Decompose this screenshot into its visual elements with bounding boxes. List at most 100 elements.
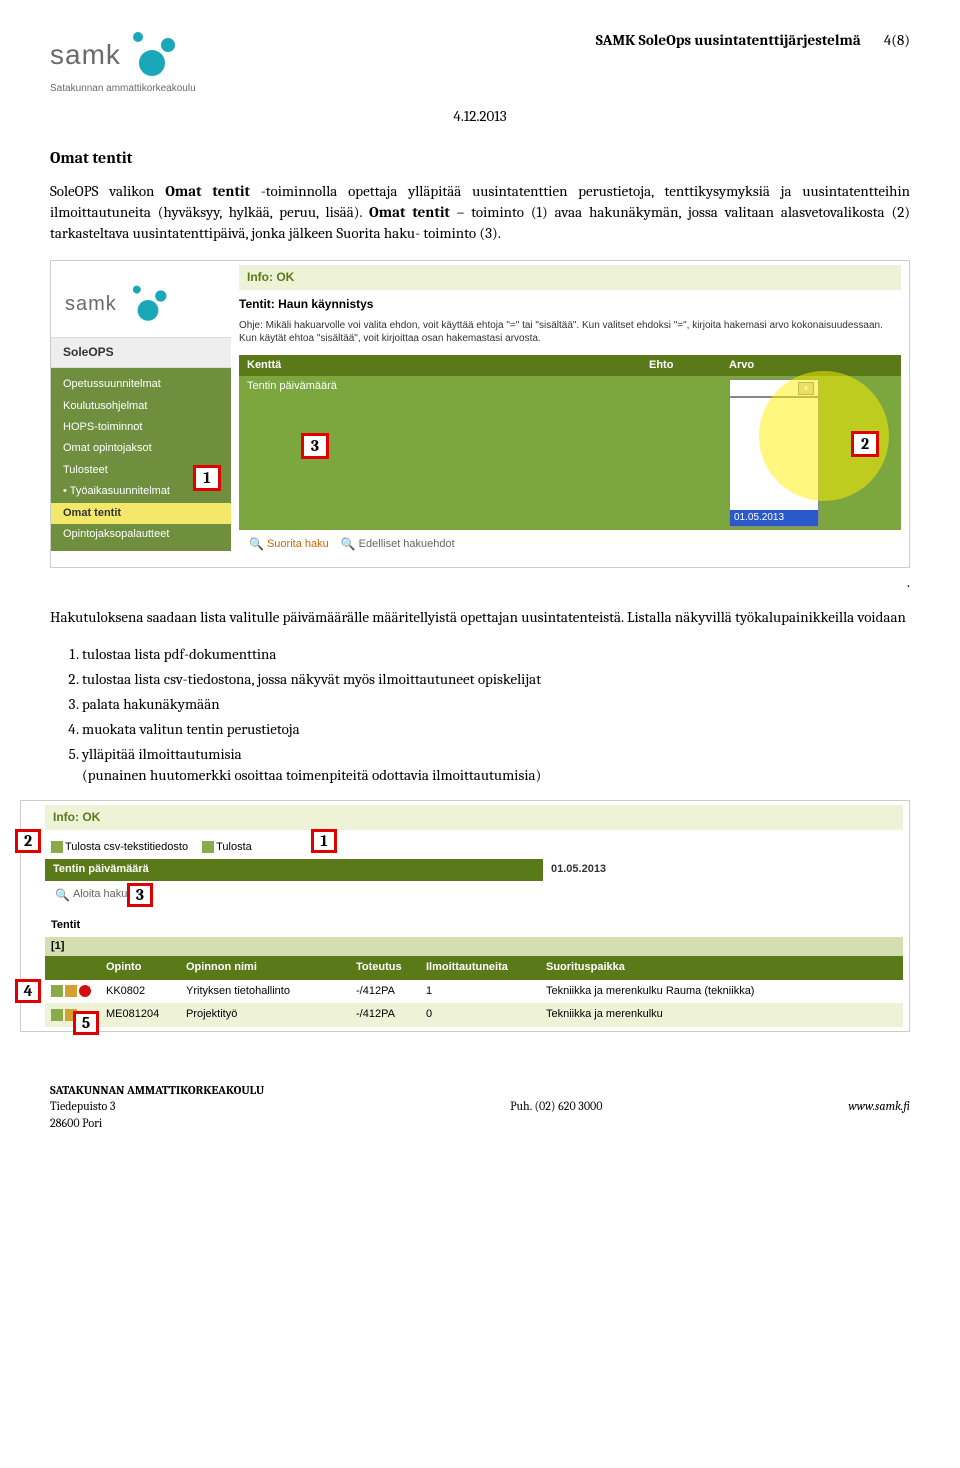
ohje-text: Ohje: Mikäli hakuarvolle voi valita ehdo… — [239, 319, 901, 345]
col-arvo: Arvo — [721, 355, 901, 376]
screenshot-results-view: Info: OK Tulosta csv-tekstitiedosto Tulo… — [20, 800, 910, 1031]
col-kentta: Kenttä — [239, 355, 641, 376]
footer-phone: Puh. (02) 620 3000 — [510, 1098, 602, 1115]
row-tentin-pv: Tentin päivämäärä 01.05.2013 ▼ 20.04.201… — [239, 376, 901, 530]
nav-hops[interactable]: HOPS-toiminnot — [51, 417, 231, 438]
date-option[interactable]: 01.11.2012 — [730, 494, 818, 510]
nav-omat-tentit[interactable]: Omat tentit — [51, 503, 231, 524]
date-option-list[interactable]: 20.04.2012 26.04.2012 08.05.2012 09.05.2… — [729, 397, 819, 527]
date-option-selected[interactable]: 01.05.2013 — [730, 510, 818, 526]
cell-ilm: 0 — [420, 1003, 540, 1026]
cell-suor: Tekniikka ja merenkulku Rauma (tekniikka… — [540, 980, 903, 1003]
nav-opintojaksopalautteet[interactable]: Opintojaksopalautteet — [51, 524, 231, 545]
nav-omat-opintojaksot[interactable]: Omat opintojaksot — [51, 438, 231, 459]
footer-addr2: 28600 Pori — [50, 1115, 264, 1132]
print-link[interactable]: Tulosta — [202, 840, 252, 855]
date-option[interactable]: 08.05.2012 — [730, 430, 818, 446]
edelliset-hakuehdot-link[interactable]: 🔍Edelliset hakuehdot — [341, 536, 455, 553]
list-item: tulostaa lista csv-tiedostona, jossa näk… — [82, 669, 910, 690]
ss1-nav: Opetussuunnitelmat Koulutusohjelmat HOPS… — [51, 368, 231, 551]
aloita-haku-row: 🔍Aloita haku — [45, 881, 903, 910]
screenshot-search-view: samk SoleOPS Opetussuunnitelmat Koulutus… — [50, 260, 910, 568]
callout-5: 5 — [73, 1011, 99, 1035]
logo-block: samk Satakunnan ammattikorkeakoulu — [50, 30, 196, 96]
cell-opinto: ME081204 — [100, 1003, 180, 1026]
col-opinto: Opinto — [100, 956, 180, 979]
search-icon: 🔍 — [55, 887, 70, 904]
label-tentin-pv: Tentin päivämäärä — [45, 859, 543, 880]
date-option[interactable]: 26.04.2012 — [730, 414, 818, 430]
page-footer: SATAKUNNAN AMMATTIKORKEAKOULU Tiedepuist… — [50, 1082, 910, 1132]
section-title: Omat tentit — [50, 147, 910, 169]
alert-icon — [79, 985, 91, 997]
callout-3: 3 — [127, 883, 153, 907]
date-dropdown[interactable]: 01.05.2013 ▼ — [729, 379, 819, 397]
nav-koulutusohjelmat[interactable]: Koulutusohjelmat — [51, 396, 231, 417]
export-csv-link[interactable]: Tulosta csv-tekstitiedosto — [51, 840, 188, 855]
ss1-logo: samk — [51, 261, 231, 337]
table-row: ME081204 Projektityö -/412PA 0 Tekniikka… — [45, 1003, 903, 1026]
callout-4: 4 — [15, 979, 41, 1003]
edit-icon[interactable] — [51, 985, 63, 997]
cell-toteutus: -/412PA — [350, 980, 420, 1003]
date-option[interactable]: 11.05.2012 — [730, 478, 818, 494]
print-icon — [202, 841, 214, 853]
col-suorituspaikka: Suorituspaikka — [540, 956, 903, 979]
list-item-sub: (punainen huutomerkki osoittaa toimenpit… — [82, 766, 541, 784]
date-option[interactable]: 09.05.2012 — [730, 446, 818, 462]
list-item: ylläpitää ilmoittautumisia (punainen huu… — [82, 744, 910, 786]
results-table: [1] Opinto Opinnon nimi Toteutus Ilmoitt… — [45, 937, 903, 1027]
date-option[interactable]: 10.05.2012 — [730, 462, 818, 478]
table-header: Kenttä Ehto Arvo — [239, 355, 901, 376]
info-ok-2: Info: OK — [45, 805, 903, 830]
footer-org: SATAKUNNAN AMMATTIKORKEAKOULU — [50, 1082, 264, 1099]
tentit-label: Tentit — [27, 910, 903, 937]
aloita-haku-link[interactable]: 🔍Aloita haku — [55, 887, 127, 904]
col-toteutus: Toteutus — [350, 956, 420, 979]
footer-addr1: Tiedepuisto 3 — [50, 1098, 264, 1115]
value-date: 01.05.2013 — [543, 859, 903, 880]
list-item: tulostaa lista pdf-dokumenttina — [82, 644, 910, 665]
soleops-heading: SoleOPS — [51, 337, 231, 368]
logo-icon — [127, 30, 177, 80]
logo-text: samk — [50, 35, 121, 74]
list-item: palata hakunäkymään — [82, 694, 910, 715]
doc-title-block: SAMK SoleOps uusintatenttijärjestelmä 4(… — [596, 30, 910, 96]
numbered-list: tulostaa lista pdf-dokumenttina tulostaa… — [82, 644, 910, 786]
logo-subtitle: Satakunnan ammattikorkeakoulu — [50, 82, 196, 96]
logo-icon — [128, 284, 168, 324]
kentta-tentin-pv: Tentin päivämäärä — [239, 376, 641, 530]
bracket-count: [1] — [45, 937, 903, 956]
footer-url: www.samk.fi — [848, 1098, 910, 1115]
info-ok: Info: OK — [239, 265, 901, 290]
table2-header: Opinto Opinnon nimi Toteutus Ilmoittautu… — [45, 956, 903, 979]
doc-date: 4.12.2013 — [50, 106, 910, 127]
paragraph-2: Hakutuloksena saadaan lista valitulle pä… — [50, 607, 910, 628]
cell-nimi: Yrityksen tietohallinto — [180, 980, 350, 1003]
search-icon: 🔍 — [341, 536, 356, 553]
page-header: samk Satakunnan ammattikorkeakoulu SAMK … — [50, 30, 910, 96]
page-number: 4(8) — [884, 31, 910, 49]
dropdown-arrow-icon[interactable]: ▼ — [798, 382, 814, 395]
doc-title: SAMK SoleOps uusintatenttijärjestelmä — [596, 31, 861, 49]
nav-opetussuunnitelmat[interactable]: Opetussuunnitelmat — [51, 374, 231, 395]
callout-2: 2 — [15, 829, 41, 853]
callout-2: 2 — [851, 431, 879, 457]
list-item: muokata valitun tentin perustietoja — [82, 719, 910, 740]
cell-ilm: 1 — [420, 980, 540, 1003]
people-icon[interactable] — [65, 985, 77, 997]
csv-icon — [51, 841, 63, 853]
cell-toteutus: -/412PA — [350, 1003, 420, 1026]
date-option[interactable]: 20.04.2012 — [730, 398, 818, 414]
suorita-haku-link[interactable]: 🔍Suorita haku — [249, 536, 329, 553]
callout-3: 3 — [301, 433, 329, 459]
trailing-dot: . — [50, 572, 910, 593]
cell-nimi: Projektityö — [180, 1003, 350, 1026]
cell-suor: Tekniikka ja merenkulku — [540, 1003, 903, 1026]
table-row: KK0802 Yrityksen tietohallinto -/412PA 1… — [45, 980, 903, 1003]
callout-1: 1 — [193, 465, 221, 491]
search-icon: 🔍 — [249, 536, 264, 553]
edit-icon[interactable] — [51, 1009, 63, 1021]
col-nimi: Opinnon nimi — [180, 956, 350, 979]
tentit-heading: Tentit: Haun käynnistys — [239, 296, 901, 313]
